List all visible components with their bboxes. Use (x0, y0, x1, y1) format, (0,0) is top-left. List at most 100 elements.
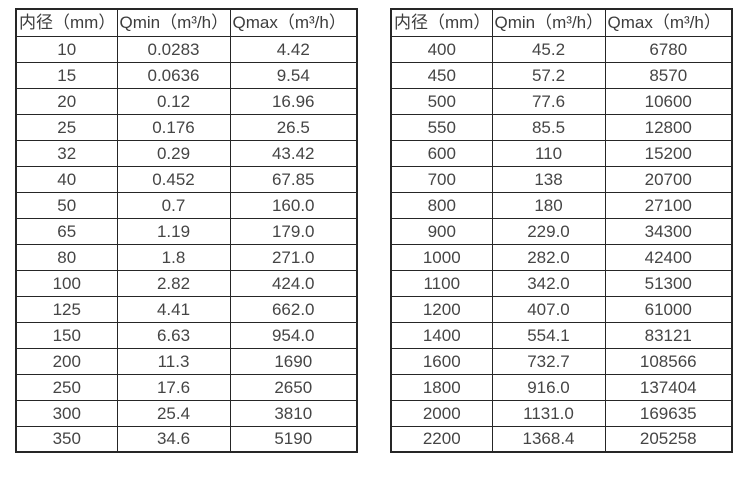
table-cell: 32 (15, 139, 118, 167)
table-row: 900 229.0 34300 (390, 217, 733, 245)
table-row: 800 180 27100 (390, 191, 733, 219)
table-cell: 10600 (604, 87, 733, 115)
table-cell: 77.6 (491, 87, 606, 115)
table-cell: 1368.4 (491, 425, 606, 453)
table-cell: 1600 (390, 347, 493, 375)
table-cell: 42400 (604, 243, 733, 271)
table-cell: 800 (390, 191, 493, 219)
table-cell: 80 (15, 243, 118, 271)
table-cell: 662.0 (229, 295, 358, 323)
table-cell: 1690 (229, 347, 358, 375)
table-cell: 67.85 (229, 165, 358, 193)
table-cell: 550 (390, 113, 493, 141)
table-cell: 25 (15, 113, 118, 141)
table-cell: 15 (15, 61, 118, 89)
table-cell: 85.5 (491, 113, 606, 141)
table-cell: 169635 (604, 399, 733, 427)
table-cell: 20 (15, 87, 118, 115)
table-cell: 8570 (604, 61, 733, 89)
column-header: Qmax（m³/h） (229, 8, 358, 37)
table-cell: 271.0 (229, 243, 358, 271)
table-cell: 65 (15, 217, 118, 245)
table-cell: 1.8 (116, 243, 231, 271)
table-cell: 43.42 (229, 139, 358, 167)
table-cell: 0.12 (116, 87, 231, 115)
table-cell: 916.0 (491, 373, 606, 401)
table-cell: 732.7 (491, 347, 606, 375)
table-row: 250 17.6 2650 (15, 373, 358, 401)
table-row: 1000 282.0 42400 (390, 243, 733, 271)
table-row: 1200 407.0 61000 (390, 295, 733, 323)
table-cell: 500 (390, 87, 493, 115)
table-cell: 900 (390, 217, 493, 245)
table-cell: 0.452 (116, 165, 231, 193)
table-row: 1400 554.1 83121 (390, 321, 733, 349)
table-row: 300 25.4 3810 (15, 399, 358, 427)
table-row: 15 0.0636 9.54 (15, 61, 358, 89)
table-row: 200 11.3 1690 (15, 347, 358, 375)
table-cell: 150 (15, 321, 118, 349)
table-row: 25 0.176 26.5 (15, 113, 358, 141)
table-cell: 61000 (604, 295, 733, 323)
table-cell: 11.3 (116, 347, 231, 375)
table-row: 1600 732.7 108566 (390, 347, 733, 375)
table-cell: 1.19 (116, 217, 231, 245)
table-row: 600 110 15200 (390, 139, 733, 167)
table-cell: 300 (15, 399, 118, 427)
table-cell: 9.54 (229, 61, 358, 89)
table-cell: 2.82 (116, 269, 231, 297)
table-cell: 10 (15, 35, 118, 63)
table-cell: 27100 (604, 191, 733, 219)
table-cell: 57.2 (491, 61, 606, 89)
table-cell: 40 (15, 165, 118, 193)
table-cell: 25.4 (116, 399, 231, 427)
table-row: 100 2.82 424.0 (15, 269, 358, 297)
column-header: Qmax（m³/h） (604, 8, 733, 37)
table-cell: 250 (15, 373, 118, 401)
table-cell: 1200 (390, 295, 493, 323)
table-cell: 17.6 (116, 373, 231, 401)
table-cell: 350 (15, 425, 118, 453)
table-cell: 1000 (390, 243, 493, 271)
table-cell: 700 (390, 165, 493, 193)
column-header: 内径（mm） (390, 8, 493, 37)
table-cell: 125 (15, 295, 118, 323)
table-cell: 137404 (604, 373, 733, 401)
table-row: 2200 1368.4 205258 (390, 425, 733, 453)
table-cell: 110 (491, 139, 606, 167)
table-cell: 138 (491, 165, 606, 193)
table-cell: 1131.0 (491, 399, 606, 427)
column-header: Qmin（m³/h） (491, 8, 606, 37)
table-cell: 180 (491, 191, 606, 219)
table-cell: 282.0 (491, 243, 606, 271)
spec-table-large-diameters: 内径（mm） Qmin（m³/h） Qmax（m³/h） 400 45.2 6780 45… (390, 8, 733, 453)
table-cell: 2650 (229, 373, 358, 401)
column-header: 内径（mm） (15, 8, 118, 37)
table-cell: 342.0 (491, 269, 606, 297)
table-cell: 6780 (604, 35, 733, 63)
table-row: 150 6.63 954.0 (15, 321, 358, 349)
table-row: 1100 342.0 51300 (390, 269, 733, 297)
table-cell: 229.0 (491, 217, 606, 245)
table-cell: 45.2 (491, 35, 606, 63)
table-cell: 0.7 (116, 191, 231, 219)
table-cell: 450 (390, 61, 493, 89)
table-row: 20 0.12 16.96 (15, 87, 358, 115)
table-row: 500 77.6 10600 (390, 87, 733, 115)
table-row: 80 1.8 271.0 (15, 243, 358, 271)
table-cell: 0.29 (116, 139, 231, 167)
table-cell: 407.0 (491, 295, 606, 323)
table-cell: 3810 (229, 399, 358, 427)
spec-table-small-diameters: 内径（mm） Qmin（m³/h） Qmax（m³/h） 10 0.0283 4.42 1… (15, 8, 358, 453)
table-cell: 954.0 (229, 321, 358, 349)
table-cell: 4.41 (116, 295, 231, 323)
table-cell: 4.42 (229, 35, 358, 63)
table-cell: 16.96 (229, 87, 358, 115)
table-cell: 600 (390, 139, 493, 167)
table-cell: 1400 (390, 321, 493, 349)
table-row: 2000 1131.0 169635 (390, 399, 733, 427)
table-row: 40 0.452 67.85 (15, 165, 358, 193)
table-cell: 26.5 (229, 113, 358, 141)
table-cell: 108566 (604, 347, 733, 375)
